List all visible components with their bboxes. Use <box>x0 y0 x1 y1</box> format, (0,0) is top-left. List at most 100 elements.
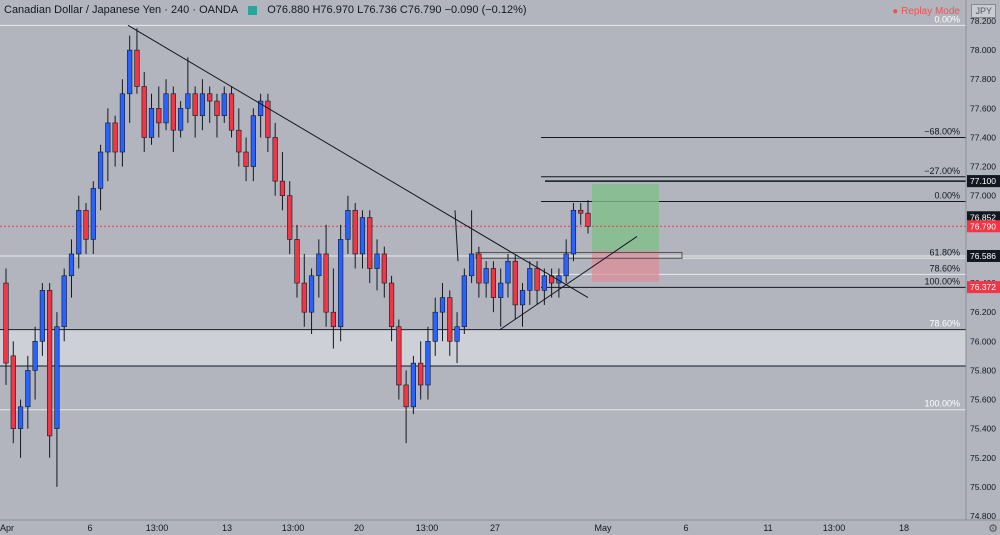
candle-body <box>178 108 184 131</box>
candle <box>76 195 82 269</box>
candle-body <box>447 297 453 342</box>
candle <box>432 297 438 356</box>
candle-body <box>338 239 344 328</box>
candle-body <box>468 253 475 277</box>
y-tick-label: 75.000 <box>970 482 996 492</box>
candle <box>68 239 75 298</box>
candle-body <box>432 311 438 342</box>
downtrend-line <box>127 24 589 299</box>
candle-body <box>17 406 24 429</box>
candle <box>316 239 322 298</box>
candle-body <box>47 290 53 437</box>
candle-body <box>163 93 169 124</box>
candle-body <box>403 384 409 408</box>
candle <box>505 253 511 298</box>
y-tick-label: 77.400 <box>970 132 996 142</box>
y-tick-label: 76.000 <box>970 336 996 346</box>
candle <box>388 275 395 342</box>
candle-body <box>345 209 351 240</box>
candle <box>250 108 256 182</box>
price-badge-label: 76.372 <box>970 282 996 292</box>
candle-body <box>294 239 300 284</box>
candle-body <box>483 268 489 284</box>
x-tick-label: 11 <box>763 523 772 533</box>
x-tick-label: 13:00 <box>146 523 169 533</box>
x-tick-label: 27 <box>490 523 500 533</box>
profit-zone <box>592 184 659 252</box>
candle <box>454 312 460 364</box>
candle-body <box>32 340 38 371</box>
support-zone <box>0 329 966 367</box>
candle-body <box>563 253 569 277</box>
candle <box>338 224 344 342</box>
x-tick-label: 13 <box>222 523 232 533</box>
ohlc-readout: O76.880 H76.970 L76.736 C76.790 −0.090 (… <box>267 4 527 16</box>
market-status-icon <box>248 5 258 15</box>
candle <box>374 239 380 291</box>
price-badge-label: 77.100 <box>970 176 996 186</box>
y-tick-label: 75.600 <box>970 395 996 405</box>
candle-body <box>199 93 206 116</box>
candle-body <box>265 100 271 138</box>
candle-body <box>97 151 104 189</box>
uptrend-line <box>499 236 638 331</box>
candle <box>490 261 497 313</box>
candle <box>119 79 125 167</box>
candle-body <box>236 129 242 153</box>
settings-gear-icon[interactable]: ⚙ <box>988 523 998 535</box>
candle-body <box>425 340 431 386</box>
candle <box>185 57 191 123</box>
candle-body <box>410 362 417 408</box>
candle <box>476 246 482 298</box>
candle <box>25 355 31 429</box>
fib-label-small: −68.00% <box>924 126 960 136</box>
candle <box>527 261 533 305</box>
candle-body <box>388 282 395 328</box>
x-tick-label: 13:00 <box>416 523 439 533</box>
price-badge <box>967 281 1000 294</box>
x-tick-label: 13:00 <box>823 523 846 533</box>
candle <box>578 202 584 225</box>
candle <box>105 108 111 182</box>
candle <box>541 268 547 305</box>
candle <box>265 93 271 153</box>
candle-body <box>83 209 89 240</box>
candle-body <box>585 212 591 227</box>
breakout-mark <box>454 210 459 262</box>
candle <box>39 283 45 356</box>
candle <box>61 268 67 342</box>
candle-body <box>250 115 256 167</box>
y-tick-label: 78.200 <box>970 16 996 26</box>
candle-body <box>228 93 235 131</box>
candle-body <box>25 370 31 408</box>
candle-body <box>105 122 111 153</box>
candle-body <box>381 253 387 284</box>
time-scale <box>0 520 1000 535</box>
price-badge-label: 76.852 <box>970 212 996 222</box>
candle <box>425 326 431 400</box>
candle <box>483 261 489 298</box>
candle <box>287 181 293 254</box>
candle-body <box>76 209 82 255</box>
candle <box>272 122 278 196</box>
candle <box>308 268 315 335</box>
candle <box>396 319 402 400</box>
candle-body <box>519 290 526 306</box>
candle <box>178 101 184 138</box>
x-tick-label: 20 <box>354 523 364 533</box>
x-tick-label: 6 <box>683 523 688 533</box>
candle-body <box>352 209 358 255</box>
candle-body <box>505 260 511 284</box>
y-tick-label: 77.000 <box>970 191 996 201</box>
replay-mode-label[interactable]: ● Replay Mode <box>892 6 960 17</box>
candle <box>418 341 424 400</box>
candle-body <box>119 93 125 153</box>
candle <box>170 86 176 153</box>
fib-label-large: 78.60% <box>929 319 960 329</box>
candle <box>570 202 577 262</box>
candle-body <box>476 253 482 284</box>
candle <box>367 210 373 284</box>
candle-body <box>396 326 402 386</box>
